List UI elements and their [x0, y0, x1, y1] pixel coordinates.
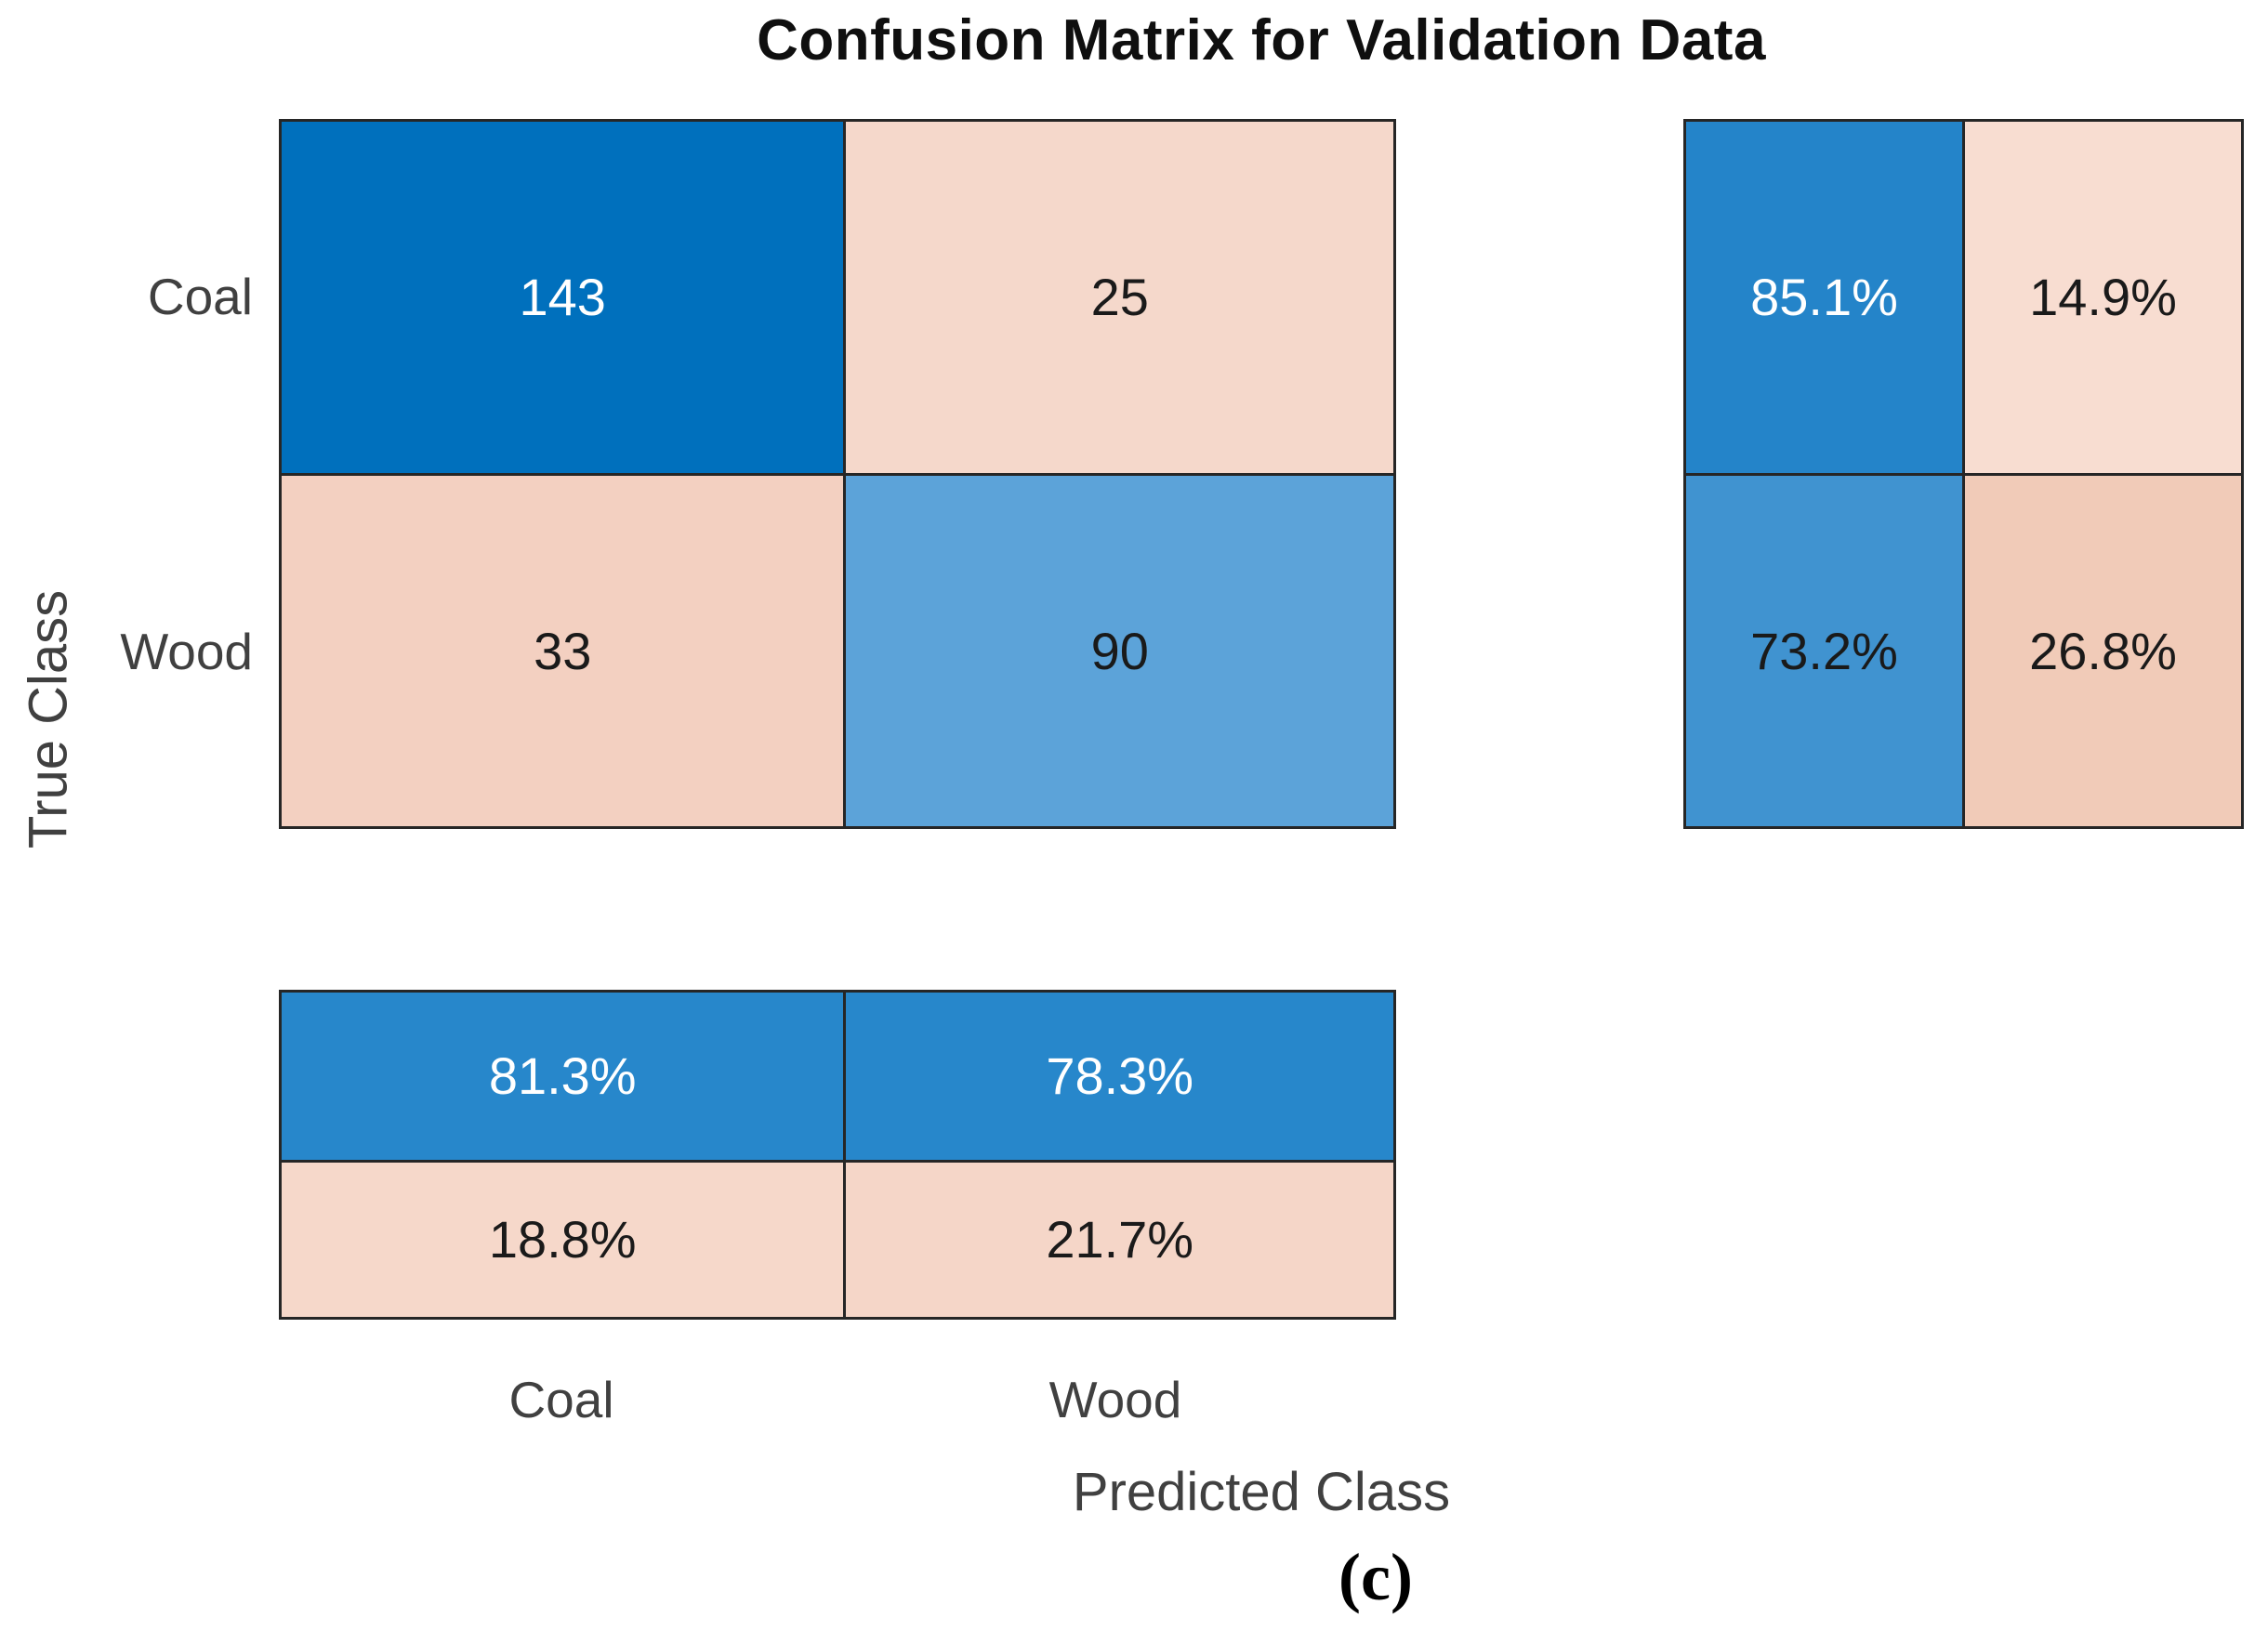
cell-rowpct-coal-correct: 85.1% [1686, 122, 1962, 473]
x-axis-label: Predicted Class [1072, 1461, 1451, 1522]
cell-count-true-coal-pred-coal: 143 [282, 122, 844, 473]
cell-count-true-wood-pred-coal: 33 [282, 475, 844, 826]
col-tick-coal: Coal [508, 1371, 614, 1428]
main-confusion-matrix: 143 25 33 90 [279, 119, 1396, 829]
cell-colpct-coal-error: 18.8% [282, 1162, 844, 1317]
row-normalized-panel: 85.1% 14.9% 73.2% 26.8% [1683, 119, 2244, 829]
figure-title: Confusion Matrix for Validation Data [757, 8, 1766, 72]
cell-rowpct-coal-error: 14.9% [1965, 122, 2241, 473]
cell-rowpct-wood-error: 26.8% [1965, 475, 2241, 826]
cell-rowpct-wood-correct: 73.2% [1686, 475, 1962, 826]
cell-colpct-coal-correct: 81.3% [282, 993, 844, 1160]
col-tick-wood: Wood [1048, 1371, 1182, 1428]
cell-colpct-wood-error: 21.7% [846, 1162, 1393, 1317]
cell-count-true-coal-pred-wood: 25 [846, 122, 1393, 473]
cell-colpct-wood-correct: 78.3% [846, 993, 1393, 1160]
row-tick-wood: Wood [120, 623, 253, 680]
row-tick-coal: Coal [147, 268, 253, 325]
subfigure-caption: (c) [1338, 1540, 1413, 1614]
cell-count-true-wood-pred-wood: 90 [846, 475, 1393, 826]
y-axis-label: True Class [18, 589, 79, 849]
column-normalized-panel: 81.3% 78.3% 18.8% 21.7% [279, 990, 1396, 1320]
